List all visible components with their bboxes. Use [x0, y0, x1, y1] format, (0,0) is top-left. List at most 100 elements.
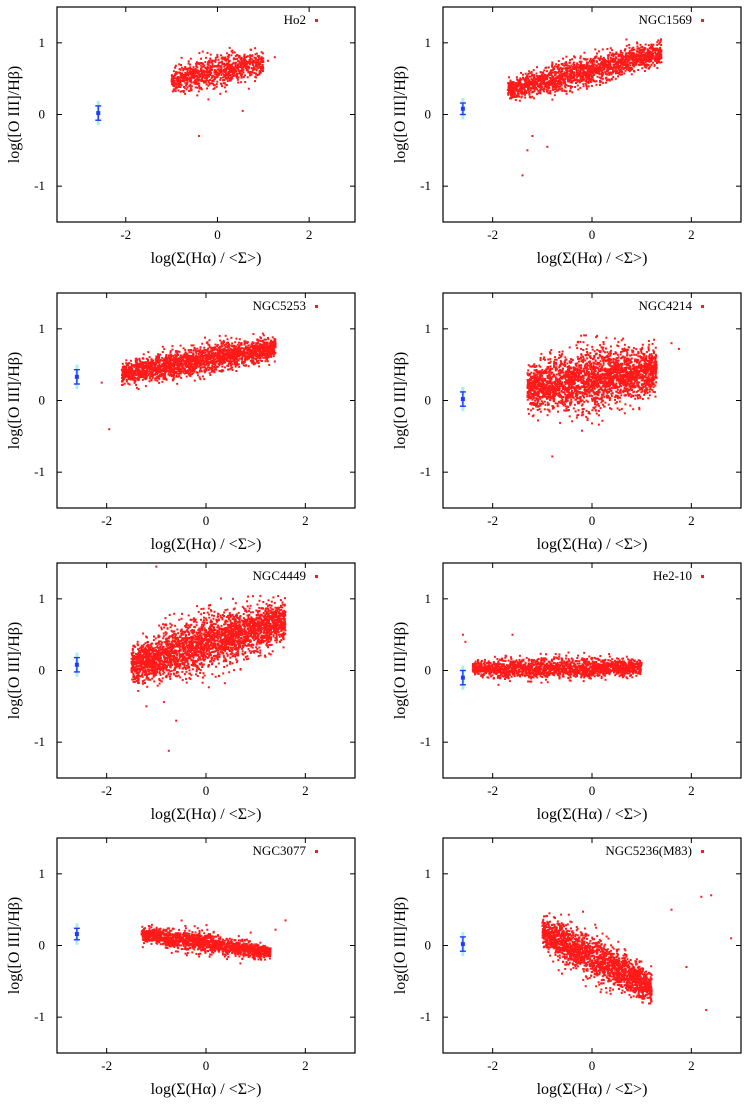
data-point	[124, 369, 127, 371]
data-point	[178, 86, 181, 88]
data-point	[204, 336, 206, 339]
data-point	[550, 74, 553, 77]
data-point	[169, 367, 172, 370]
data-point	[193, 81, 195, 84]
data-point	[556, 89, 558, 92]
data-point	[122, 370, 125, 373]
data-point	[220, 70, 223, 72]
y-tick-label: 0	[39, 107, 46, 122]
data-point	[558, 73, 561, 76]
data-point	[162, 373, 165, 375]
legend-label: Ho2	[284, 12, 306, 27]
data-point	[518, 95, 521, 98]
data-point	[148, 377, 151, 380]
data-point	[194, 363, 197, 366]
data-point	[205, 79, 208, 81]
data-point	[507, 86, 510, 89]
data-point	[227, 76, 230, 79]
data-point	[174, 82, 177, 85]
data-point	[605, 79, 608, 82]
data-point	[180, 84, 183, 87]
data-point	[247, 344, 250, 347]
data-point	[250, 359, 253, 362]
data-point	[218, 61, 221, 64]
data-point	[568, 61, 571, 64]
data-point	[659, 41, 662, 44]
data-point	[246, 76, 249, 79]
data-point	[198, 78, 201, 81]
data-point	[226, 346, 229, 349]
data-point	[240, 62, 243, 65]
data-point	[224, 75, 227, 78]
data-point	[509, 93, 512, 96]
data-point	[234, 357, 236, 360]
data-point	[134, 363, 137, 366]
data-point	[190, 349, 193, 351]
data-point	[514, 96, 517, 98]
data-point	[148, 380, 151, 383]
data-point	[559, 88, 562, 91]
data-point	[553, 78, 556, 81]
data-point	[585, 85, 588, 88]
data-point	[187, 78, 190, 81]
data-point	[604, 61, 606, 64]
data-point	[132, 377, 135, 380]
data-point	[221, 365, 224, 368]
data-point	[134, 359, 137, 362]
data-point	[259, 359, 262, 362]
data-point	[249, 356, 252, 359]
data-point	[507, 92, 510, 94]
data-point	[167, 354, 170, 357]
data-point	[638, 49, 641, 52]
data-point	[510, 96, 513, 98]
data-point	[254, 62, 257, 65]
data-point	[182, 75, 185, 78]
data-point	[542, 75, 545, 77]
data-point	[189, 355, 192, 358]
data-point	[196, 365, 199, 368]
data-point	[238, 357, 241, 360]
data-point	[570, 72, 573, 75]
data-point	[205, 83, 208, 86]
data-point	[176, 365, 179, 368]
data-point	[157, 353, 160, 356]
data-point	[240, 343, 243, 346]
data-point	[601, 48, 604, 51]
data-point	[155, 372, 157, 375]
data-point	[571, 58, 574, 61]
data-point	[644, 52, 647, 55]
data-point	[231, 351, 234, 354]
data-point	[506, 88, 509, 91]
data-point	[641, 61, 644, 64]
data-point	[264, 338, 267, 341]
data-point	[222, 76, 224, 79]
data-point	[175, 358, 178, 361]
data-point	[613, 63, 616, 66]
data-point	[193, 348, 196, 351]
data-point	[246, 355, 249, 358]
data-point	[181, 90, 184, 93]
data-point	[172, 358, 174, 361]
data-point	[231, 70, 233, 73]
data-point	[583, 64, 586, 67]
data-point	[230, 66, 232, 69]
data-point	[175, 372, 178, 375]
y-tick-label: -1	[34, 178, 45, 193]
data-point	[604, 77, 607, 80]
data-point	[530, 81, 533, 83]
data-point	[237, 76, 240, 79]
data-point	[601, 62, 604, 65]
data-point	[191, 373, 193, 376]
data-point	[612, 61, 615, 64]
data-point	[230, 348, 233, 351]
data-point	[248, 66, 250, 69]
y-tick-label: 0	[39, 393, 46, 408]
data-point	[150, 378, 153, 381]
data-point	[525, 91, 528, 94]
data-point	[528, 75, 531, 78]
legend-marker	[315, 305, 318, 308]
data-point	[641, 50, 644, 53]
data-point	[551, 65, 554, 68]
data-point	[254, 347, 257, 350]
data-point	[570, 79, 573, 82]
